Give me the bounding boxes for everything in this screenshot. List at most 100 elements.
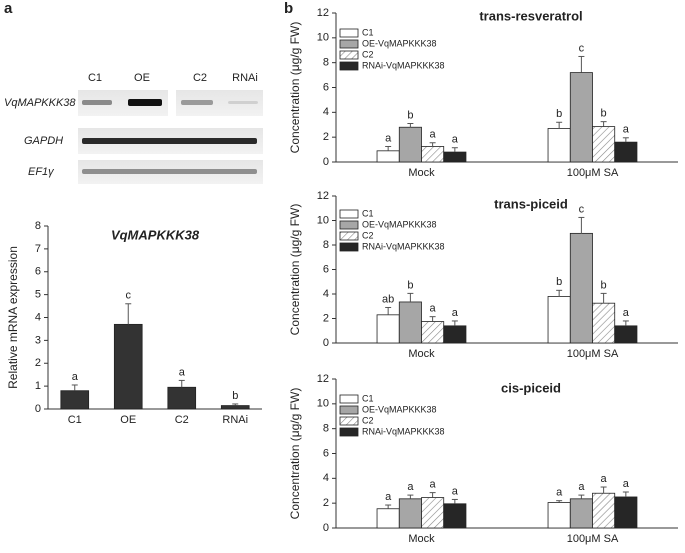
bar (569, 72, 593, 163)
gel: C1 OE C2 RNAi VqMAPKKK38 GAPDH EF1γ (4, 72, 263, 184)
legend-label: RNAi-VqMAPKKK38 (362, 241, 445, 251)
chart-title: trans-piceid (494, 196, 568, 211)
bar (592, 492, 616, 529)
gel-band (82, 100, 112, 105)
legend-label: C2 (362, 49, 374, 59)
bar (547, 502, 571, 529)
significance-letter: a (452, 485, 459, 497)
y-tick-label: 12 (317, 190, 329, 202)
significance-letter: c (579, 42, 585, 54)
y-tick-label: 4 (323, 288, 329, 300)
y-tick-label: 0 (323, 337, 329, 349)
y-axis-label: Concentration (μg/g FW) (288, 22, 302, 154)
gene-label: VqMAPKKK38 (4, 97, 76, 109)
significance-letter: b (407, 109, 413, 121)
legend-swatch (339, 427, 359, 437)
legend-label: C1 (362, 393, 374, 403)
bar (421, 497, 445, 529)
legend-swatch (339, 220, 359, 230)
chart-title: trans-resveratrol (479, 8, 582, 23)
y-tick-label: 2 (35, 357, 41, 369)
bar (398, 498, 422, 529)
x-tick-label: 100μM SA (567, 348, 619, 360)
bar (167, 386, 197, 410)
y-tick-label: 12 (317, 373, 329, 385)
significance-letter: b (556, 276, 562, 288)
legend-swatch (339, 39, 359, 49)
y-tick-label: 4 (35, 311, 41, 323)
bar (376, 508, 400, 529)
legend-swatch (339, 242, 359, 252)
bar (614, 496, 638, 529)
significance-letter: c (126, 290, 132, 302)
bar (398, 301, 422, 344)
y-tick-label: 2 (323, 131, 329, 143)
y-tick-label: 6 (323, 263, 329, 275)
significance-letter: a (623, 307, 630, 319)
significance-letter: b (232, 390, 238, 402)
x-tick-label: OE (120, 414, 136, 426)
significance-letter: a (430, 303, 437, 315)
y-tick-label: 8 (323, 57, 329, 69)
bar (113, 323, 143, 410)
legend-swatch (339, 209, 359, 219)
legend-swatch (339, 50, 359, 60)
bar (443, 503, 467, 529)
bar (592, 302, 616, 344)
legend-label: C1 (362, 208, 374, 218)
legend-label: OE-VqMAPKKK38 (362, 38, 437, 48)
significance-letter: b (601, 108, 607, 120)
panel-label: b (284, 0, 293, 17)
significance-letter: a (72, 371, 79, 383)
y-tick-label: 10 (317, 214, 329, 226)
legend-label: RNAi-VqMAPKKK38 (362, 60, 445, 70)
y-tick-label: 10 (317, 398, 329, 410)
significance-letter: a (601, 473, 608, 485)
y-tick-label: 6 (323, 447, 329, 459)
y-tick-label: 4 (323, 106, 329, 118)
y-tick-label: 7 (35, 243, 41, 255)
y-tick-label: 2 (323, 497, 329, 509)
gel-band (128, 99, 162, 106)
gene-label: EF1γ (28, 166, 55, 178)
legend-swatch (339, 416, 359, 426)
bar (220, 405, 250, 410)
bar (398, 126, 422, 163)
bar (376, 314, 400, 344)
bar (547, 128, 571, 163)
y-tick-label: 0 (323, 522, 329, 534)
significance-letter: a (452, 307, 459, 319)
y-axis-label: Concentration (μg/g FW) (288, 388, 302, 520)
legend-label: RNAi-VqMAPKKK38 (362, 426, 445, 436)
legend-swatch (339, 394, 359, 404)
x-tick-label: Mock (408, 533, 435, 545)
significance-letter: ab (382, 293, 394, 305)
significance-letter: a (179, 366, 186, 378)
chart-title: cis-piceid (501, 380, 561, 395)
x-tick-label: RNAi (222, 414, 248, 426)
y-tick-label: 6 (35, 266, 41, 278)
lane-label: OE (134, 72, 150, 84)
bar (421, 321, 445, 344)
x-tick-label: 100μM SA (567, 167, 619, 179)
significance-letter: a (430, 479, 437, 491)
y-tick-label: 10 (317, 32, 329, 44)
significance-letter: c (579, 203, 585, 215)
x-tick-label: Mock (408, 167, 435, 179)
x-tick-label: C1 (68, 414, 82, 426)
y-tick-label: 6 (323, 81, 329, 93)
significance-letter: a (623, 124, 630, 136)
significance-letter: b (407, 279, 413, 291)
y-tick-label: 8 (35, 220, 41, 232)
x-tick-label: C2 (175, 414, 189, 426)
bar (614, 325, 638, 344)
significance-letter: b (601, 279, 607, 291)
bar (421, 146, 445, 163)
legend-swatch (339, 405, 359, 415)
y-tick-label: 12 (317, 7, 329, 19)
legend-swatch (339, 61, 359, 71)
lane-label: C1 (88, 72, 102, 84)
legend-swatch (339, 231, 359, 241)
bar (569, 498, 593, 529)
